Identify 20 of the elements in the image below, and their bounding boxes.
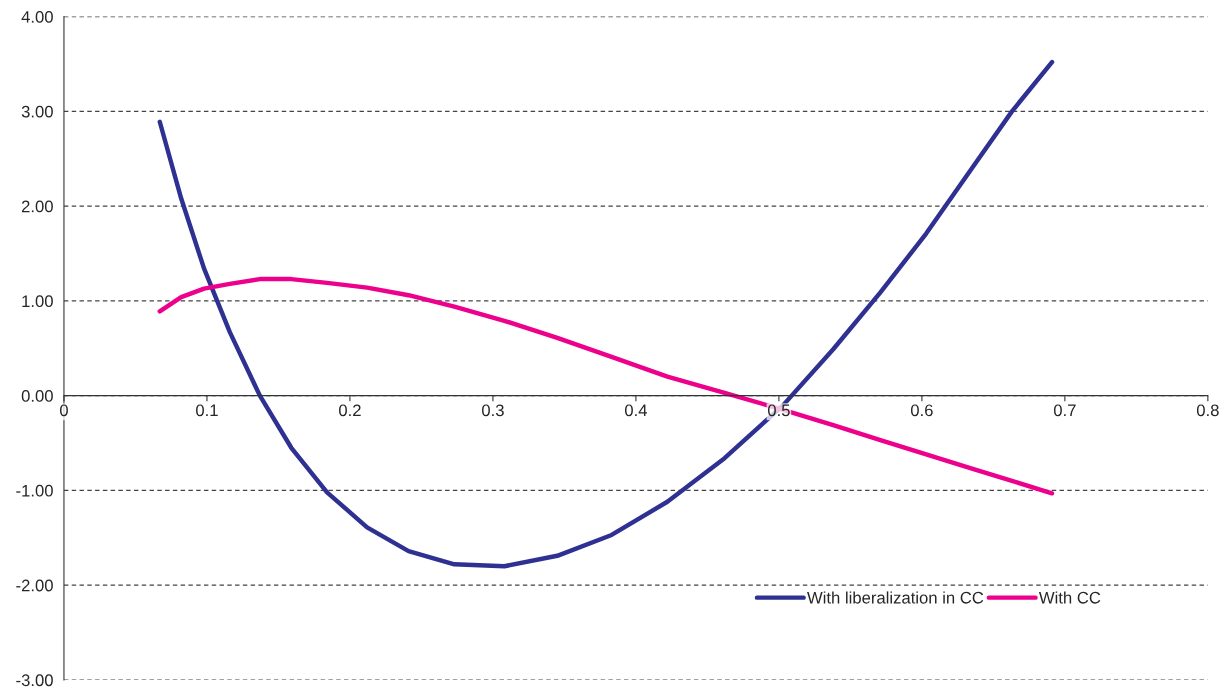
y-tick-label: -3.00	[16, 674, 53, 687]
line-series	[157, 276, 1055, 496]
y-tick-label: 3.00	[21, 105, 53, 118]
x-tick-label: 0.1	[196, 404, 218, 417]
x-tick-label: 0	[59, 404, 68, 417]
x-tick-label: 0.8	[1196, 404, 1219, 417]
legend-label: With CC	[1038, 591, 1101, 604]
x-tick-label: 0.7	[1053, 404, 1076, 417]
y-tick-label: 4.00	[21, 10, 53, 23]
x-tick-label: 0.6	[910, 404, 933, 417]
y-tick-label: -1.00	[16, 484, 53, 497]
line-series	[157, 59, 1055, 569]
legend-label: With liberalization in CC	[807, 591, 984, 604]
y-tick-label: 2.00	[21, 200, 53, 213]
x-tick-label: 0.3	[481, 404, 504, 417]
x-tick-label: 0.2	[339, 404, 361, 417]
y-tick-label: -2.00	[16, 579, 53, 592]
x-tick-label: 0.4	[624, 404, 648, 417]
y-tick-label: 0.00	[21, 390, 53, 402]
y-tick-label: 1.00	[22, 295, 53, 308]
